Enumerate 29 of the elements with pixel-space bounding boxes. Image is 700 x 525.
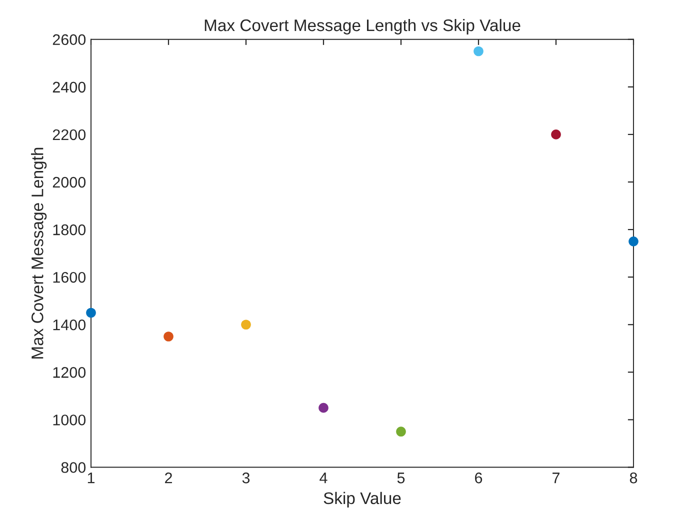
x-tick-label: 5 [397, 472, 405, 484]
y-tick-label: 1400 [53, 319, 86, 330]
y-tick-label: 2200 [52, 129, 86, 140]
y-tick-label: 1000 [53, 414, 86, 426]
point [241, 320, 251, 330]
y-axis-title: Max Covert Message Length [31, 148, 47, 358]
point [86, 308, 96, 318]
y-tick-label: 2600 [52, 34, 86, 46]
y-tick-label: 1200 [53, 367, 86, 378]
y-tick-label: 2400 [52, 82, 86, 93]
x-tick-label: 3 [242, 472, 250, 484]
x-tick-label: 2 [165, 472, 172, 484]
x-tick-label: 8 [630, 472, 638, 484]
x-tick-label: 4 [320, 472, 328, 484]
y-tick-label: 1600 [53, 272, 86, 283]
x-axis-title: Skip Value [324, 492, 401, 508]
y-tick-label: 1800 [53, 224, 86, 236]
point [164, 332, 174, 342]
x-tick-label: 1 [88, 472, 95, 484]
chart-title: Max Covert Message Length vs Skip Value [204, 18, 520, 34]
y-tick-label: 800 [61, 462, 86, 473]
point [318, 402, 328, 413]
point [396, 426, 406, 437]
point [551, 130, 561, 140]
x-tick-label: 6 [475, 472, 482, 484]
y-tick-label: 2000 [52, 176, 86, 188]
point [474, 46, 484, 56]
x-tick-label: 7 [552, 472, 560, 484]
point [628, 236, 638, 246]
